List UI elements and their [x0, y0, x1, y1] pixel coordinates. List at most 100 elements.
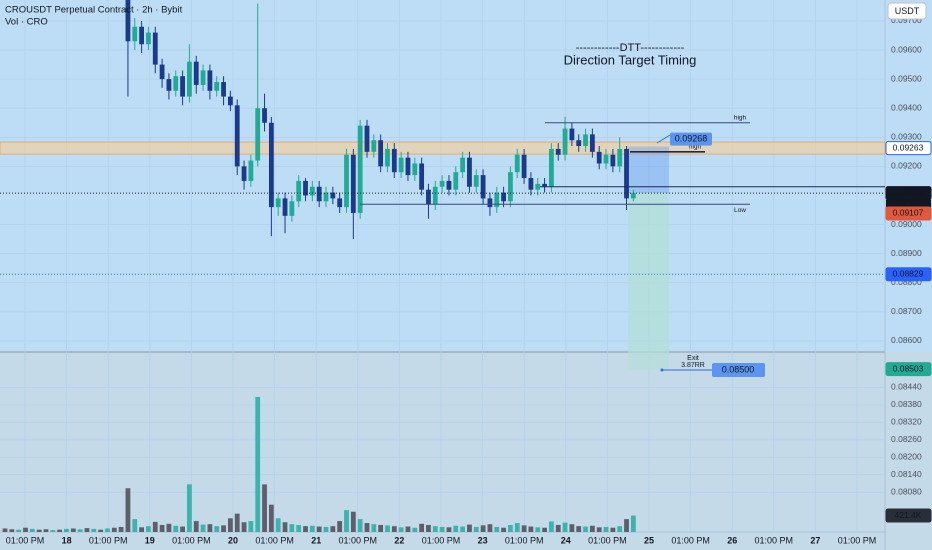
candle-body: [583, 134, 588, 147]
x-tick-label: 21: [311, 535, 321, 545]
x-tick-label: 27: [810, 535, 820, 545]
candle-body: [542, 183, 547, 187]
volume-bar: [350, 511, 356, 532]
volume-bar: [146, 526, 151, 532]
volume-bar: [460, 526, 466, 532]
volume-bar: [473, 526, 479, 532]
candle-body: [439, 180, 445, 187]
target-axis-label-box: [885, 362, 932, 377]
candle-body: [412, 163, 418, 176]
candle-body: [262, 108, 267, 123]
volume-bar: [132, 519, 138, 532]
volume-bar: [555, 524, 561, 532]
candle-body: [268, 122, 274, 208]
x-tick-label: 01:00 PM: [255, 535, 294, 545]
x-tick-label: 01:00 PM: [89, 535, 128, 545]
volume-bar: [385, 525, 390, 532]
candle-body: [473, 175, 479, 187]
zone-label-box: [885, 141, 932, 156]
candle-body: [467, 157, 472, 187]
candle-body: [200, 70, 206, 85]
candle-body: [453, 172, 459, 190]
volume-bar: [378, 524, 384, 532]
x-tick-label: 01:00 PM: [422, 535, 461, 545]
volume-bar: [453, 525, 459, 532]
chart-title: CROUSDT Perpetual Contract · 2h · Bybit: [5, 5, 183, 16]
volume-bar: [316, 526, 322, 532]
candle-body: [337, 198, 343, 208]
rr-text: 3.87RR: [681, 362, 705, 369]
volume-bar: [36, 529, 42, 532]
volume-bar: [562, 522, 568, 532]
annotation: Direction Target Timing: [564, 52, 697, 67]
candle-body: [569, 128, 575, 141]
y-tick-label: 0.09400: [891, 102, 922, 112]
volume-bar: [624, 519, 629, 532]
volume-bar: [542, 527, 547, 532]
annotation: ------------DTT------------: [576, 42, 685, 54]
x-tick-label: 25: [644, 535, 654, 545]
volume-bar: [398, 527, 404, 532]
currency-button[interactable]: [887, 2, 927, 20]
level-label-box: [885, 267, 932, 282]
candle-body: [316, 186, 322, 202]
candle-body: [330, 192, 336, 199]
candle-body: [576, 140, 582, 147]
volume-bar: [173, 525, 179, 532]
candle-body: [248, 160, 254, 181]
volume-bar: [29, 528, 35, 532]
x-tick-label: 26: [727, 535, 737, 545]
target-label: 0.08500: [722, 364, 755, 374]
y-tick-label: 0.08600: [891, 335, 922, 345]
candle-body: [528, 178, 534, 190]
volume-bar: [248, 521, 254, 532]
candle-body: [385, 148, 390, 167]
volume-bar: [105, 528, 110, 532]
x-tick-label: 01:00 PM: [6, 535, 45, 545]
candle-body: [159, 64, 165, 80]
bid-label: 0.09107: [893, 208, 924, 218]
price-pane: [0, 0, 932, 352]
candle-body: [234, 105, 240, 167]
volume-bar: [23, 527, 28, 532]
candle-body: [344, 154, 349, 208]
level-label: Low: [734, 207, 746, 214]
candle-body: [501, 192, 506, 202]
exit-text: Exit: [687, 355, 699, 362]
currency[interactable]: USDT: [895, 6, 920, 16]
x-tick-label: 01:00 PM: [172, 535, 211, 545]
volume-bar: [412, 527, 418, 532]
candle-body: [241, 166, 247, 181]
volume-bar: [98, 529, 104, 532]
volume-bar: [610, 527, 616, 532]
volume-bar: [391, 526, 397, 532]
volume-bar: [514, 523, 520, 532]
level-label: 0.08829: [893, 269, 924, 279]
candle-body: [289, 201, 295, 216]
candle-body: [549, 148, 554, 187]
x-tick-label: 23: [478, 535, 488, 545]
x-tick-label: 20: [228, 535, 238, 545]
y-tick-label: 0.08800: [891, 277, 922, 287]
volume-bar: [262, 484, 267, 532]
volume-bar: [193, 521, 199, 532]
candle-body: [419, 163, 425, 190]
candle-body: [617, 148, 623, 167]
volume-bar: [569, 524, 575, 532]
candle-body: [426, 189, 431, 205]
candle-body: [494, 192, 500, 208]
y-tick-label: 0.09000: [891, 219, 922, 229]
volume-bar: [152, 521, 158, 532]
candle-body: [405, 157, 411, 176]
candle-body: [350, 154, 356, 213]
volume-bar: [166, 523, 172, 532]
zone: [0, 141, 886, 155]
candle-body: [166, 79, 172, 91]
candle-body: [193, 61, 199, 85]
candle-body: [323, 192, 329, 202]
volume-bar: [275, 518, 281, 532]
volume-bar: [125, 488, 131, 532]
target-axis-label: 0.08503: [893, 363, 924, 373]
candle-body: [589, 134, 595, 152]
